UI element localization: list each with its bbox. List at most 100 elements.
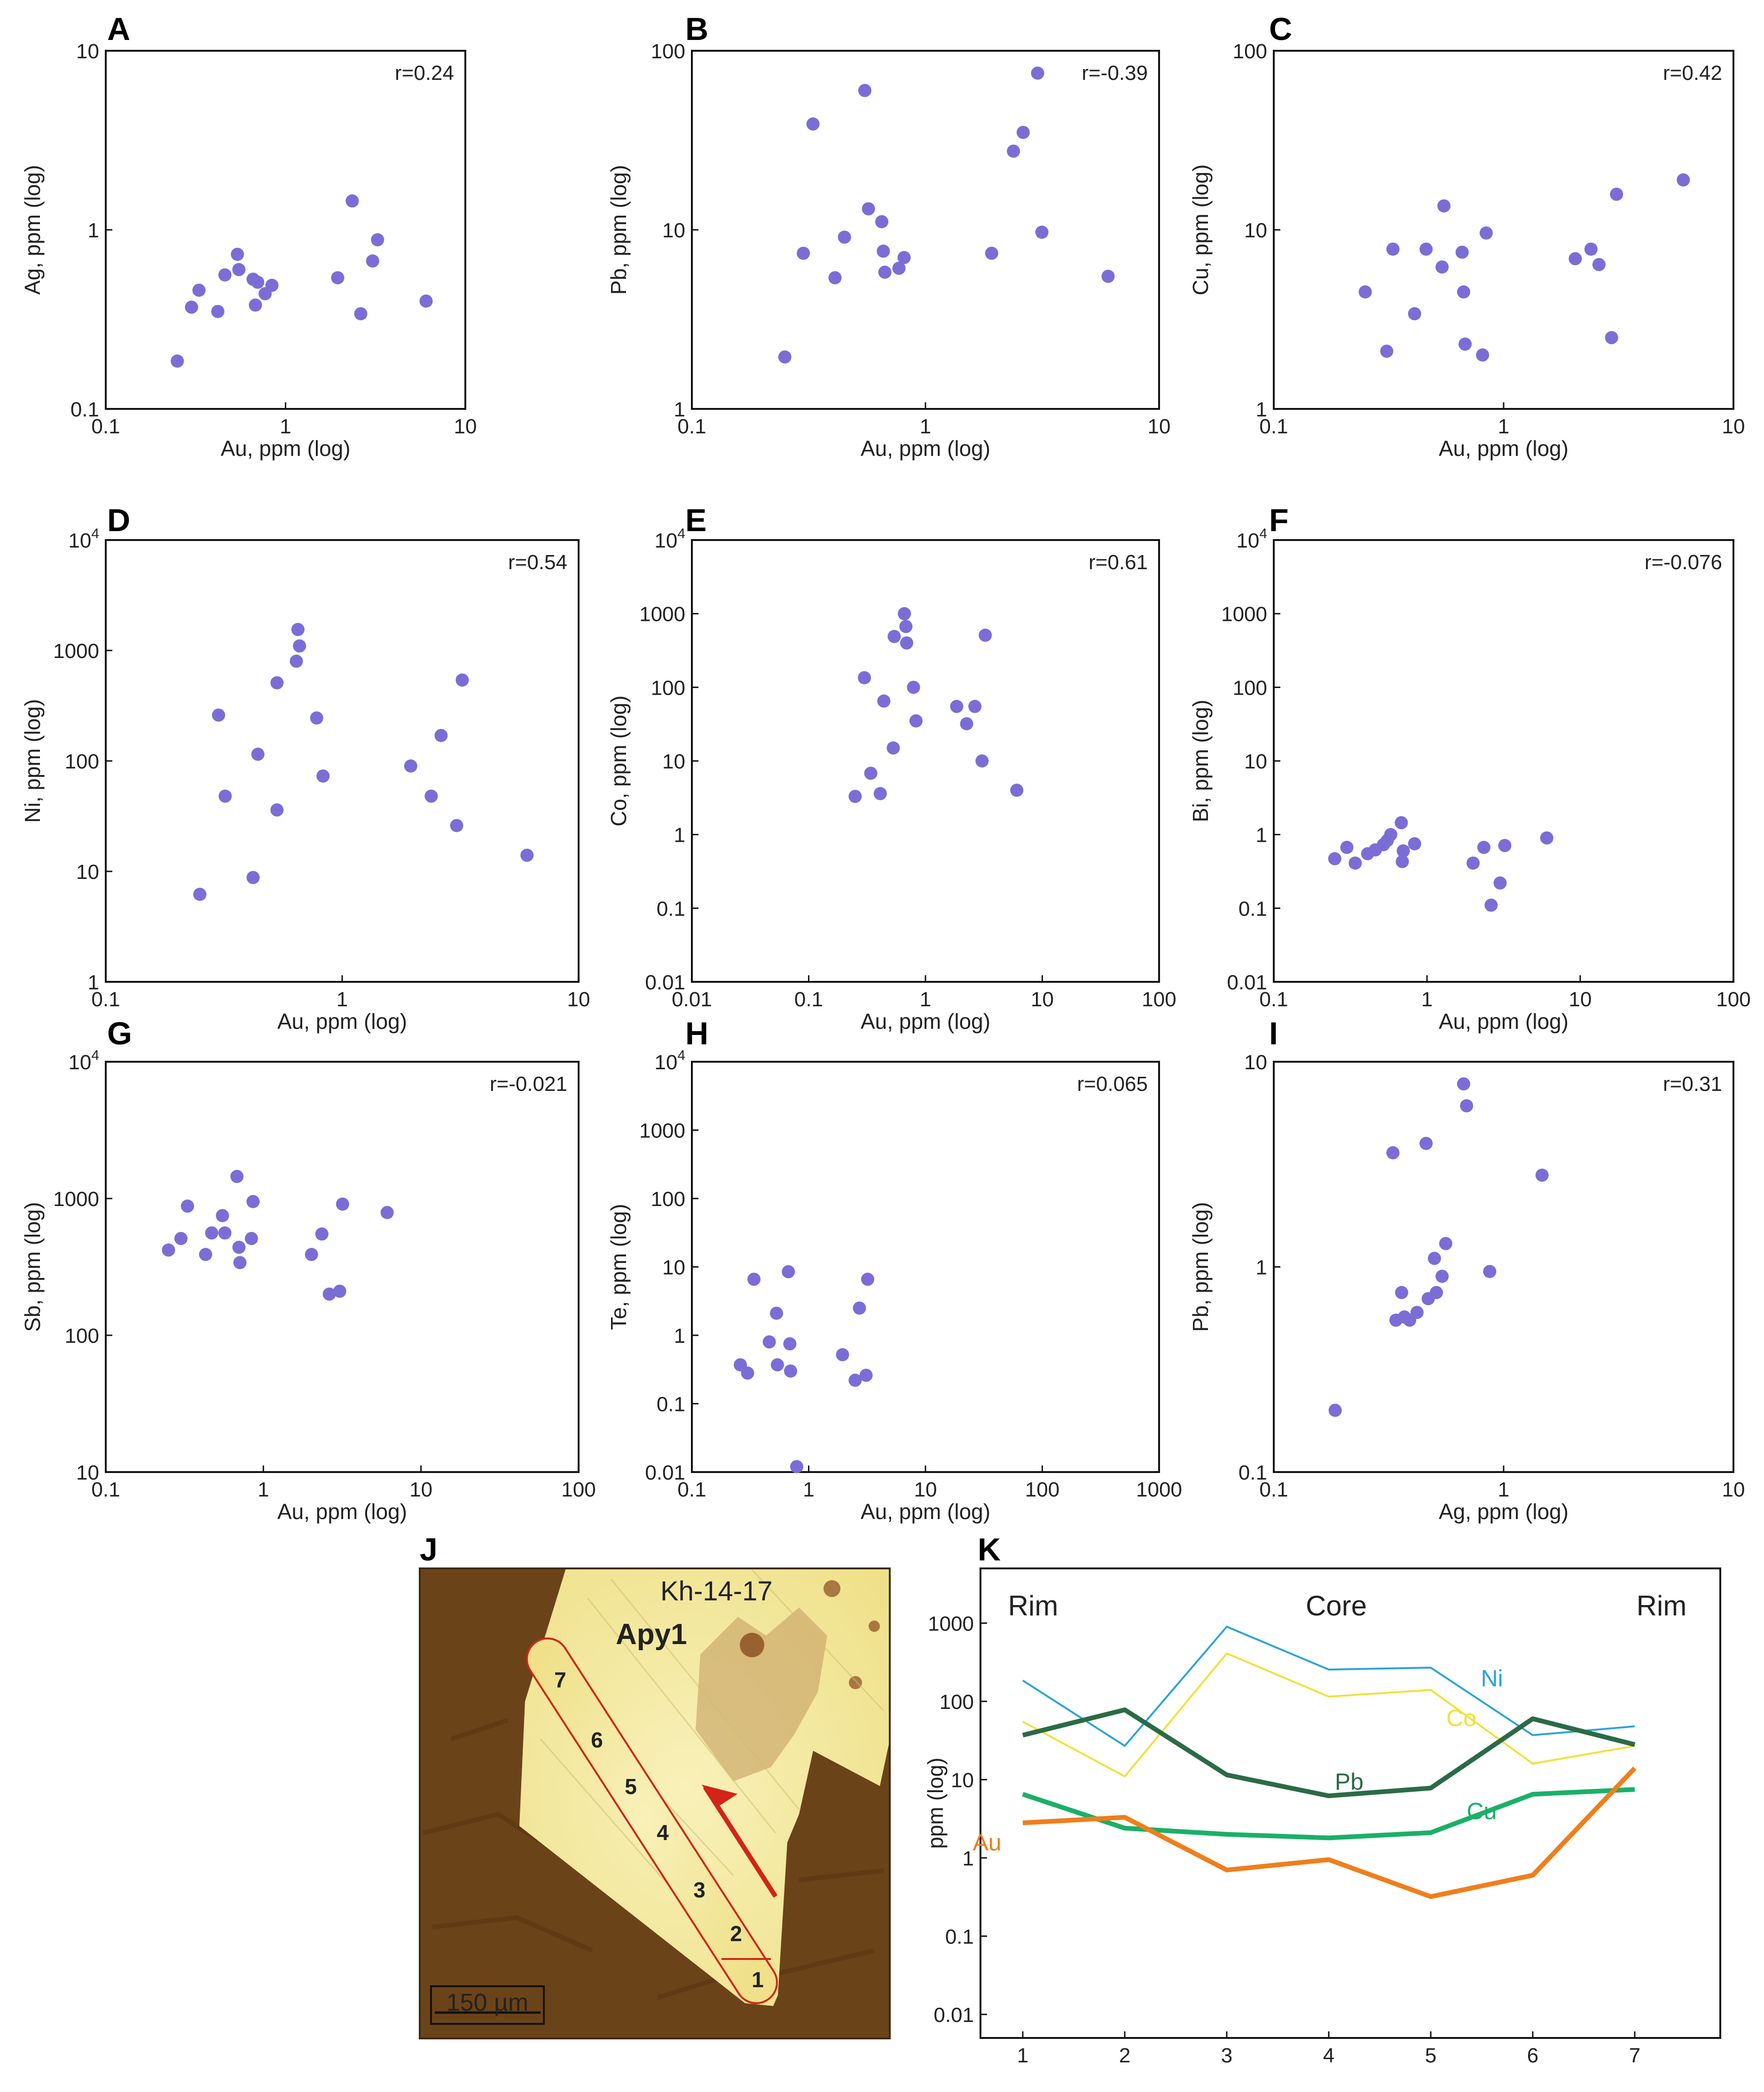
x-tick-label: 1 xyxy=(920,415,931,438)
y-axis-label: Cu, ppm (log) xyxy=(1188,165,1213,296)
data-point xyxy=(878,266,892,279)
x-tick-label: 1 xyxy=(920,988,931,1011)
x-tick-label: 1 xyxy=(1421,988,1433,1011)
data-point xyxy=(305,1248,318,1261)
spot-label-6: 6 xyxy=(591,1728,603,1752)
x-tick-label: 0.1 xyxy=(91,988,120,1011)
data-point xyxy=(199,1248,212,1261)
data-point xyxy=(244,1232,258,1246)
data-point xyxy=(968,700,982,713)
data-point xyxy=(1592,258,1606,271)
panel-k: K 1 2 3 4 5 6 7 0.01 0.1 1 10 100 1000 ppm (log) Rim Cor… xyxy=(923,1532,1721,2067)
micrograph-frame xyxy=(419,1567,891,2039)
x-tick-label: 0.1 xyxy=(794,988,823,1011)
data-point xyxy=(892,261,906,275)
x-axis-label: Ag, ppm (log) xyxy=(1439,1499,1568,1524)
data-point xyxy=(1458,337,1472,351)
data-point xyxy=(899,619,913,633)
region-label: Rim xyxy=(1008,1590,1058,1622)
data-point xyxy=(333,1285,346,1298)
x-tick-label: 10 xyxy=(914,1478,937,1501)
data-point xyxy=(1610,188,1623,201)
data-point xyxy=(1396,844,1410,858)
data-point xyxy=(1435,1269,1449,1283)
data-point xyxy=(909,714,923,728)
y-tick-label-exponent: 4 xyxy=(91,1048,99,1063)
y-tick-label: 1 xyxy=(1256,1256,1267,1279)
series-line-co xyxy=(1022,1652,1635,1778)
data-point xyxy=(1457,1077,1470,1091)
plot-frame xyxy=(105,50,466,410)
data-point xyxy=(960,717,973,730)
data-point xyxy=(1410,1306,1424,1319)
data-point xyxy=(1437,199,1451,213)
y-tick-label: 0.01 xyxy=(645,971,685,994)
y-tick-label: 0.1 xyxy=(945,1925,974,1948)
data-point xyxy=(783,1337,797,1351)
data-point xyxy=(1466,856,1480,870)
y-tick-label: 1 xyxy=(674,824,685,847)
data-point xyxy=(345,194,359,208)
correlation-label: r=0.24 xyxy=(395,62,454,85)
data-point xyxy=(770,1358,784,1371)
y-tick-label: 1 xyxy=(674,1324,685,1348)
y-tick-label: 100 xyxy=(651,40,685,63)
panel-letter-f: F xyxy=(1269,502,1289,538)
plot-frame xyxy=(691,50,1160,410)
data-point xyxy=(174,1232,188,1246)
y-tick-label: 1 xyxy=(1256,398,1267,421)
data-point xyxy=(975,754,989,768)
data-point xyxy=(1584,243,1598,256)
x-tick-label: 5 xyxy=(1425,2044,1436,2067)
data-point xyxy=(316,769,330,783)
data-point xyxy=(270,676,284,689)
y-tick-label-base: 10 xyxy=(654,529,677,552)
x-tick-label: 0.1 xyxy=(677,1478,706,1501)
polishing-scratches xyxy=(540,1569,885,1927)
y-tick-label: 1 xyxy=(88,971,99,994)
data-point xyxy=(1476,348,1490,362)
inclusion-spot xyxy=(823,1580,840,1597)
y-tick-label: 1000 xyxy=(53,640,99,663)
inclusion-spot xyxy=(849,1676,862,1689)
data-point xyxy=(322,1287,336,1301)
panel-letter-g: G xyxy=(107,1016,132,1051)
data-point xyxy=(862,202,875,216)
spot-label-5: 5 xyxy=(625,1774,637,1799)
data-point xyxy=(265,279,279,292)
x-tick-label: 100 xyxy=(1025,1478,1059,1501)
x-tick-label: 10 xyxy=(454,415,477,438)
data-point xyxy=(1457,285,1470,299)
x-axis-label: Au, ppm (log) xyxy=(861,436,990,461)
series-line-pb xyxy=(1022,1707,1636,1798)
x-tick-label: 1 xyxy=(280,415,291,438)
data-point xyxy=(1386,243,1400,256)
x-tick-label: 1 xyxy=(803,1478,814,1501)
data-point xyxy=(1408,837,1421,851)
region-label: Core xyxy=(1306,1590,1367,1622)
data-point xyxy=(897,251,911,265)
data-point xyxy=(1677,173,1690,187)
data-point xyxy=(354,307,368,321)
y-tick-label-base: 10 xyxy=(68,1051,91,1074)
data-point xyxy=(838,230,851,244)
spot-label-7: 7 xyxy=(554,1668,566,1692)
data-point xyxy=(185,300,198,314)
y-tick-label-exponent: 4 xyxy=(677,1048,685,1063)
y-tick-label-base: 10 xyxy=(1236,529,1259,552)
correlation-label: r=0.31 xyxy=(1663,1073,1722,1096)
y-axis-label: Bi, ppm (log) xyxy=(1188,700,1213,823)
data-point xyxy=(907,681,920,694)
y-tick-label: 0.01 xyxy=(933,2004,974,2027)
data-point xyxy=(180,1199,194,1213)
panel-letter-c: C xyxy=(1269,11,1292,47)
data-point xyxy=(424,789,438,803)
data-point xyxy=(230,1170,244,1183)
data-point xyxy=(979,628,992,642)
correlation-label: r=-0.021 xyxy=(490,1073,567,1096)
y-tick-label: 10 xyxy=(76,861,99,884)
data-point xyxy=(887,630,901,643)
x-tick-label: 100 xyxy=(561,1478,596,1501)
data-point xyxy=(1395,1286,1409,1300)
